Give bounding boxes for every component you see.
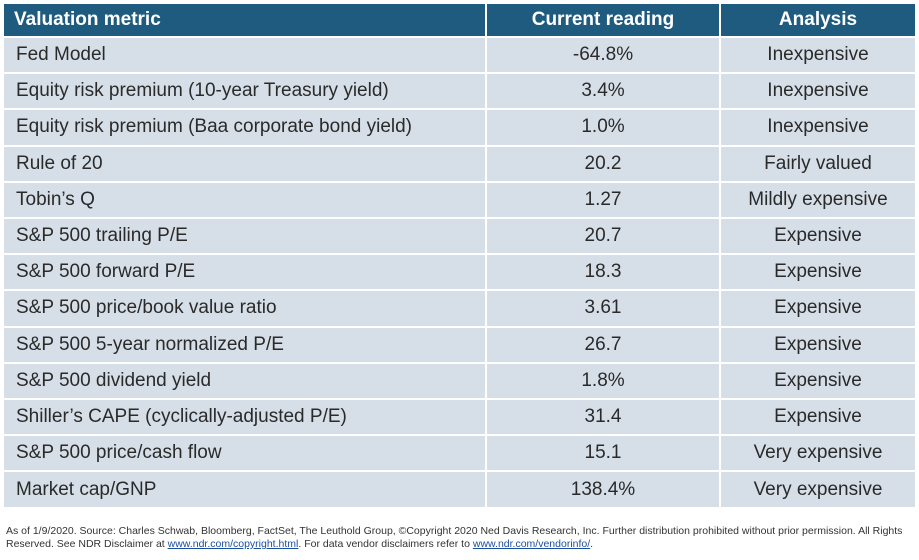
- table-row: S&P 500 dividend yield 1.8% Expensive: [4, 361, 915, 399]
- header-valuation-metric: Valuation metric: [4, 4, 487, 37]
- table-row: Equity risk premium (10-year Treasury yi…: [4, 72, 915, 110]
- metric-cell: Market cap/GNP: [4, 470, 487, 508]
- metric-cell: Fed Model: [4, 35, 487, 74]
- analysis-cell: Expensive: [720, 253, 915, 291]
- reading-cell: 20.7: [486, 216, 721, 255]
- table-row: S&P 500 price/cash flow 15.1 Very expens…: [4, 434, 915, 472]
- reading-cell: 1.8%: [486, 361, 721, 399]
- reading-cell: 18.3: [486, 253, 721, 291]
- table-row: Equity risk premium (Baa corporate bond …: [4, 108, 915, 146]
- analysis-cell: Expensive: [720, 397, 915, 436]
- metric-cell: Rule of 20: [4, 144, 487, 182]
- analysis-cell: Inexpensive: [720, 35, 915, 74]
- table-row: Tobin’s Q 1.27 Mildly expensive: [4, 180, 915, 218]
- analysis-cell: Expensive: [720, 361, 915, 399]
- table-row: Market cap/GNP 138.4% Very expensive: [4, 470, 915, 508]
- table-row: S&P 500 forward P/E 18.3 Expensive: [4, 253, 915, 291]
- source-footnote: As of 1/9/2020. Source: Charles Schwab, …: [6, 525, 916, 551]
- analysis-cell: Inexpensive: [720, 72, 915, 110]
- metric-cell: Equity risk premium (10-year Treasury yi…: [4, 72, 487, 110]
- table-row: Shiller’s CAPE (cyclically-adjusted P/E)…: [4, 397, 915, 436]
- analysis-cell: Expensive: [720, 289, 915, 327]
- table-row: S&P 500 trailing P/E 20.7 Expensive: [4, 216, 915, 255]
- analysis-cell: Very expensive: [720, 434, 915, 472]
- analysis-cell: Expensive: [720, 325, 915, 363]
- analysis-cell: Very expensive: [720, 470, 915, 508]
- footnote-text: . For data vendor disclaimers refer to: [298, 538, 473, 550]
- reading-cell: 1.27: [486, 180, 721, 218]
- reading-cell: 31.4: [486, 397, 721, 436]
- reading-cell: -64.8%: [486, 35, 721, 74]
- reading-cell: 138.4%: [486, 470, 721, 508]
- footnote-text: .: [590, 538, 594, 550]
- metric-cell: Tobin’s Q: [4, 180, 487, 218]
- vendor-info-link[interactable]: www.ndr.com/vendorinfo/: [472, 538, 591, 550]
- reading-cell: 3.4%: [486, 72, 721, 110]
- metric-cell: Equity risk premium (Baa corporate bond …: [4, 108, 487, 146]
- table-row: S&P 500 5-year normalized P/E 26.7 Expen…: [4, 325, 915, 363]
- metric-cell: S&P 500 trailing P/E: [4, 216, 487, 255]
- metric-cell: S&P 500 dividend yield: [4, 361, 487, 399]
- metric-cell: S&P 500 forward P/E: [4, 253, 487, 291]
- reading-cell: 15.1: [486, 434, 721, 472]
- metric-cell: S&P 500 5-year normalized P/E: [4, 325, 487, 363]
- reading-cell: 26.7: [486, 325, 721, 363]
- reading-cell: 1.0%: [486, 108, 721, 146]
- analysis-cell: Inexpensive: [720, 108, 915, 146]
- valuation-table-container: Valuation metric Current reading Analysi…: [4, 4, 915, 508]
- analysis-cell: Expensive: [720, 216, 915, 255]
- table-row: Fed Model -64.8% Inexpensive: [4, 35, 915, 74]
- analysis-cell: Mildly expensive: [720, 180, 915, 218]
- copyright-link[interactable]: www.ndr.com/copyright.html: [167, 538, 299, 550]
- header-current-reading: Current reading: [486, 4, 721, 37]
- analysis-cell: Fairly valued: [720, 144, 915, 182]
- header-analysis: Analysis: [720, 4, 915, 37]
- reading-cell: 20.2: [486, 144, 721, 182]
- table-row: S&P 500 price/book value ratio 3.61 Expe…: [4, 289, 915, 327]
- metric-cell: S&P 500 price/book value ratio: [4, 289, 487, 327]
- metric-cell: S&P 500 price/cash flow: [4, 434, 487, 472]
- footnote-text: As of 1/9/2020. Source: Charles Schwab, …: [6, 525, 903, 550]
- table-row: Rule of 20 20.2 Fairly valued: [4, 144, 915, 182]
- table-header-row: Valuation metric Current reading Analysi…: [4, 4, 915, 37]
- valuation-table: Valuation metric Current reading Analysi…: [4, 4, 915, 508]
- metric-cell: Shiller’s CAPE (cyclically-adjusted P/E): [4, 397, 487, 436]
- reading-cell: 3.61: [486, 289, 721, 327]
